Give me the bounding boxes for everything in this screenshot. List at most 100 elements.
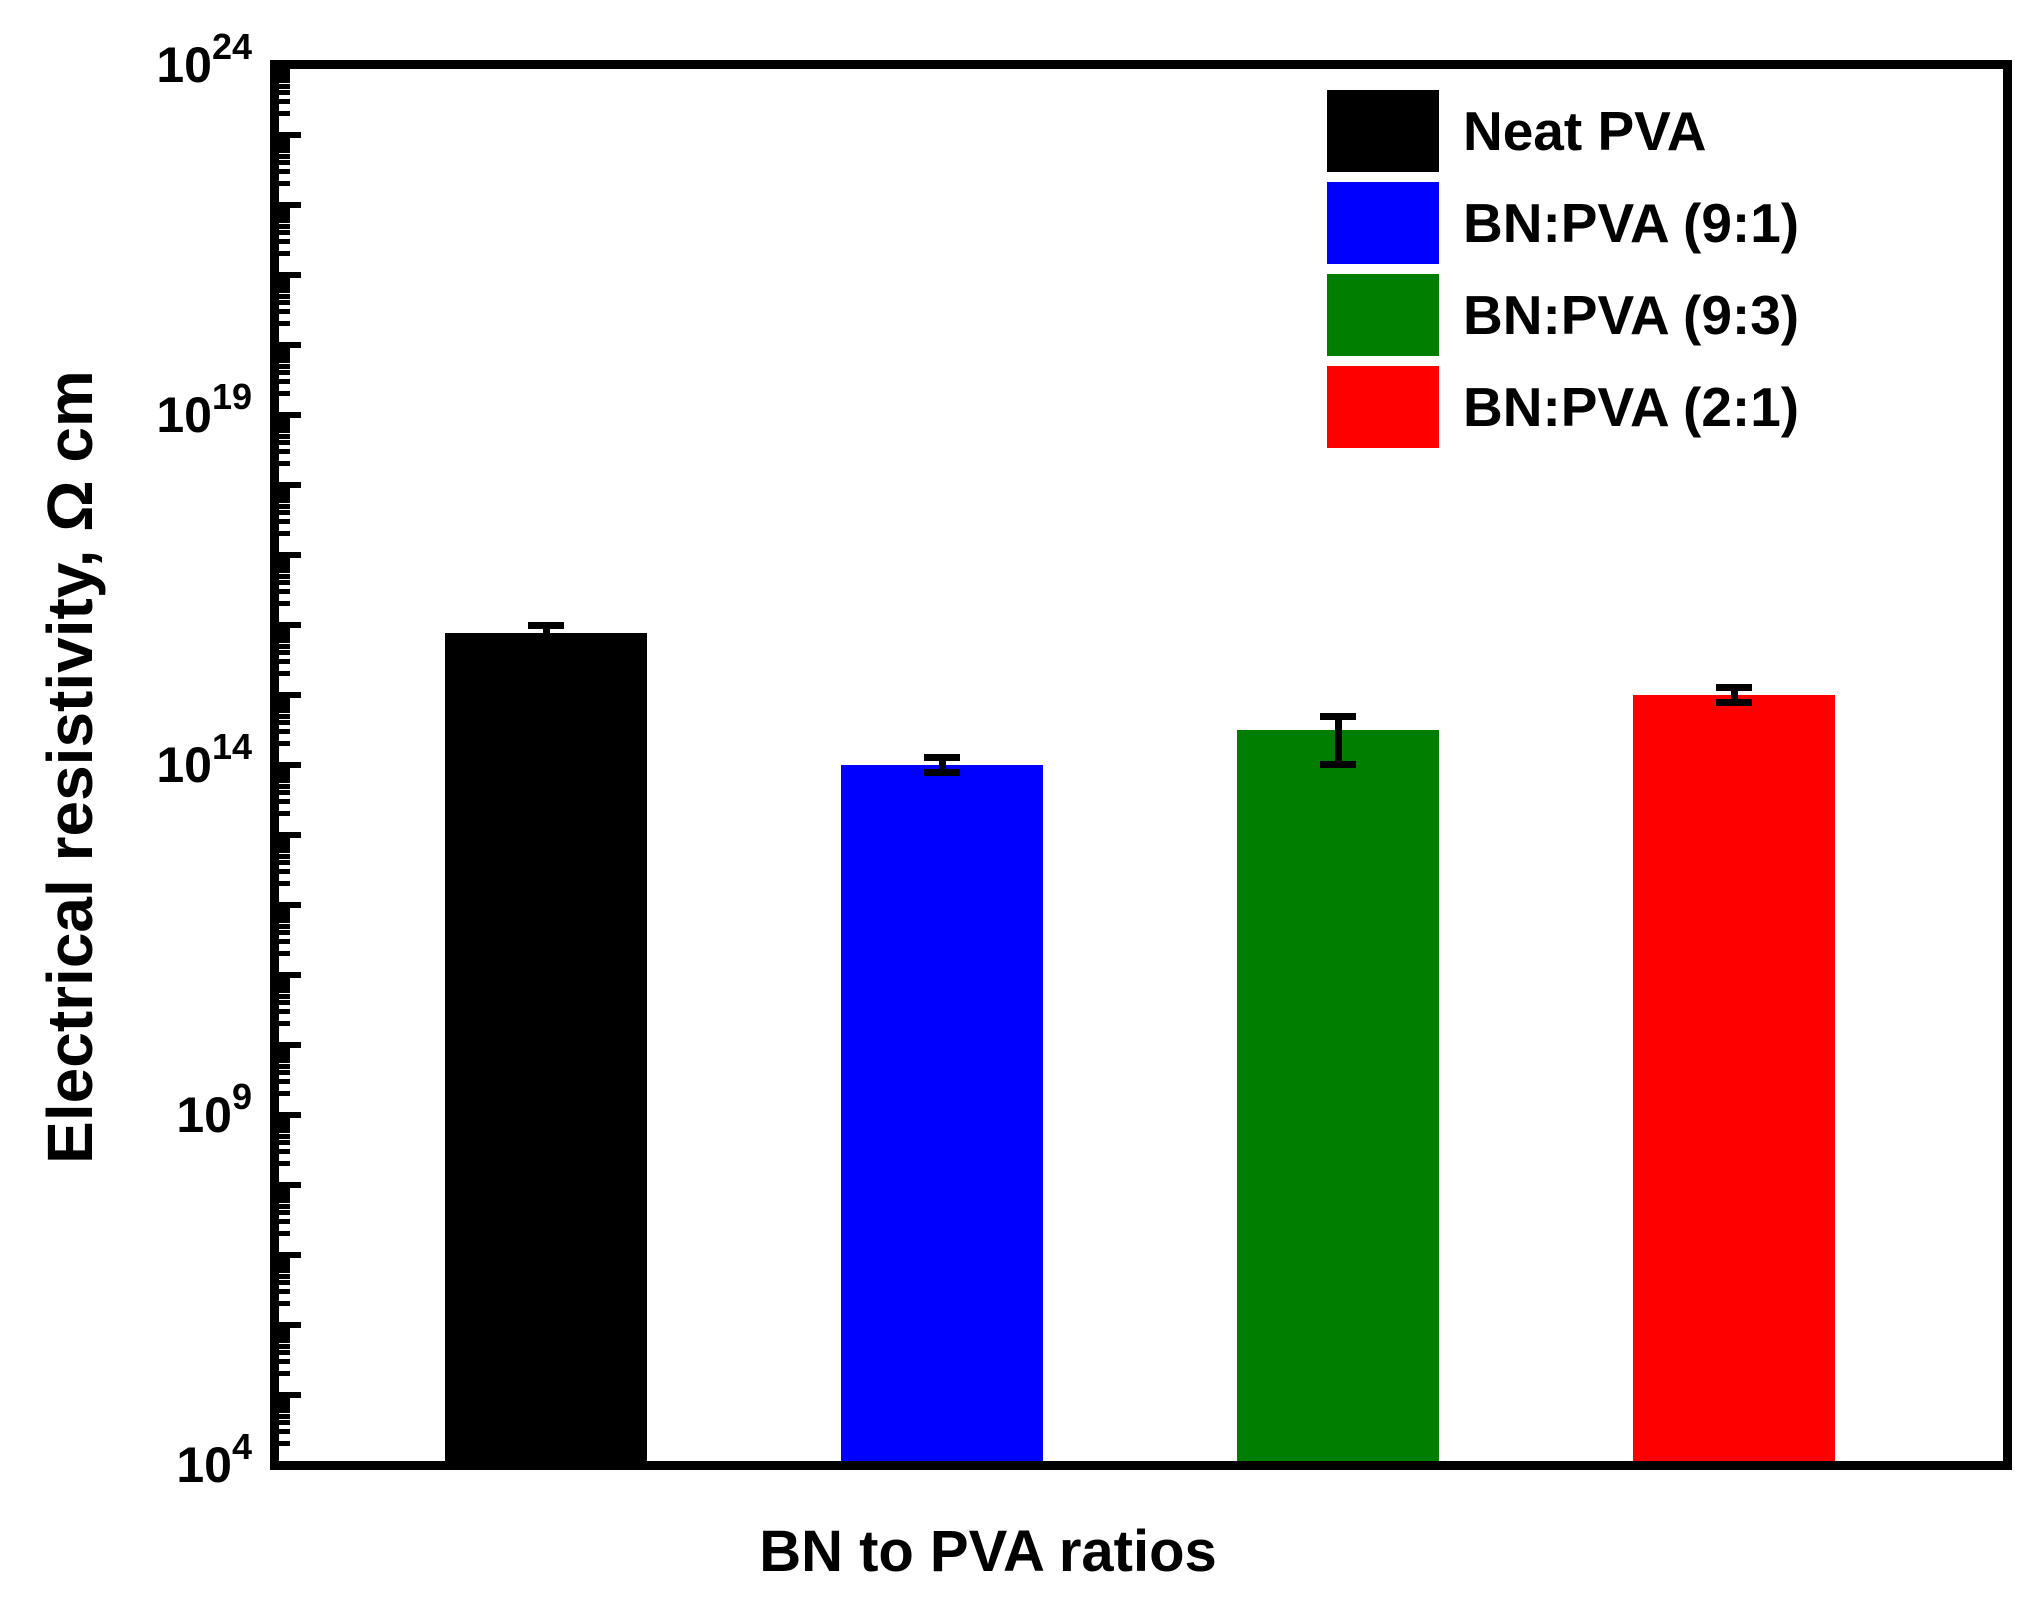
y-tick-label-base: 10 (156, 37, 212, 93)
bar-bn-pva-2-1 (1633, 695, 1835, 1468)
y-tick-minor-4e4 (279, 1420, 290, 1426)
y-tick-minor-4e17 (279, 510, 290, 516)
y-tick-major-1e22 (279, 202, 301, 208)
y-tick-minor-5e9 (279, 1063, 290, 1069)
y-tick-minor-9e18 (279, 415, 290, 421)
bar-bn-pva-9-3 (1237, 729, 1439, 1468)
bar-bn-pva-9-1 (841, 765, 1043, 1468)
y-tick-minor-6e23 (279, 78, 290, 84)
y-tick-minor-5e19 (279, 363, 290, 369)
y-tick-minor-5e15 (279, 643, 290, 649)
y-tick-minor-5e23 (279, 83, 290, 89)
y-tick-minor-7e15 (279, 633, 290, 639)
y-tick-minor-3e7 (279, 1219, 290, 1225)
y-tick-label-base: 10 (156, 387, 212, 443)
y-tick-minor-8e9 (279, 1049, 290, 1055)
y-tick-minor-4e18 (279, 440, 290, 446)
y-tick-minor-5e20 (279, 293, 290, 299)
y-tick-major-1e18 (279, 482, 301, 488)
y-tick-minor-3e20 (279, 309, 290, 315)
y-tick-label-base: 10 (156, 737, 212, 793)
y-tick-minor-8e6 (279, 1259, 290, 1265)
y-tick-label-exponent: 24 (211, 26, 252, 67)
y-tick-minor-7e5 (279, 1333, 290, 1339)
y-tick-minor-4e15 (279, 650, 290, 656)
y-tick-minor-5e7 (279, 1203, 290, 1209)
y-tick-minor-9e9 (279, 1045, 290, 1051)
y-tick-minor-8e12 (279, 839, 290, 845)
y-tick-minor-4e10 (279, 1000, 290, 1006)
error-cap-low-bn-pva-2-1 (1716, 698, 1752, 706)
y-tick-minor-9e13 (279, 765, 290, 771)
y-tick-minor-2e7 (279, 1231, 290, 1237)
y-tick-label-1e24: 10 24 (30, 25, 252, 105)
y-tick-minor-6e13 (279, 778, 290, 784)
y-tick-minor-3e5 (279, 1359, 290, 1365)
legend-label-bn-pva-9-1: BN:PVA (9:1) (1463, 192, 1800, 254)
legend-swatch-neat-pva (1327, 90, 1439, 172)
y-tick-minor-5e6 (279, 1273, 290, 1279)
y-tick-minor-7e17 (279, 493, 290, 499)
y-tick-minor-7e21 (279, 213, 290, 219)
y-tick-label-base: 10 (176, 1087, 232, 1143)
y-tick-minor-9e23 (279, 65, 290, 71)
y-tick-minor-4e5 (279, 1350, 290, 1356)
y-tick-minor-4e6 (279, 1280, 290, 1286)
legend-row-bn-pva-9-3: BN:PVA (9:3) (1327, 274, 1799, 356)
y-tick-major-1e9 (279, 1112, 301, 1118)
error-cap-low-neat-pva (528, 637, 564, 645)
y-tick-minor-2e4 (279, 1441, 290, 1447)
y-tick-minor-6e16 (279, 568, 290, 574)
y-tick-minor-2e20 (279, 321, 290, 327)
y-tick-label-1e4: 10 4 (30, 1425, 252, 1505)
y-tick-major-1e6 (279, 1322, 301, 1328)
y-tick-minor-9e20 (279, 275, 290, 281)
y-tick-minor-4e14 (279, 720, 290, 726)
y-tick-minor-5e13 (279, 783, 290, 789)
error-cap-high-bn-pva-9-1 (924, 753, 960, 761)
y-tick-minor-3e6 (279, 1289, 290, 1295)
y-tick-minor-7e10 (279, 983, 290, 989)
y-tick-minor-3e19 (279, 379, 290, 385)
legend-label-neat-pva: Neat PVA (1463, 100, 1707, 162)
y-tick-major-1e21 (279, 272, 301, 278)
y-tick-minor-2e13 (279, 811, 290, 817)
y-tick-minor-9e15 (279, 625, 290, 631)
legend-row-neat-pva: Neat PVA (1327, 90, 1707, 172)
y-tick-minor-5e12 (279, 853, 290, 859)
y-tick-minor-2e18 (279, 461, 290, 467)
y-tick-minor-3e10 (279, 1009, 290, 1015)
y-tick-minor-3e23 (279, 99, 290, 105)
y-tick-minor-9e8 (279, 1115, 290, 1121)
y-tick-minor-4e8 (279, 1140, 290, 1146)
y-tick-minor-7e4 (279, 1403, 290, 1409)
error-bar-neat-pva (542, 625, 550, 642)
y-tick-minor-2e9 (279, 1091, 290, 1097)
y-tick-minor-6e11 (279, 918, 290, 924)
y-tick-minor-5e10 (279, 993, 290, 999)
y-tick-minor-3e11 (279, 939, 290, 945)
y-tick-major-1e13 (279, 832, 301, 838)
y-tick-minor-6e12 (279, 848, 290, 854)
y-tick-minor-4e16 (279, 580, 290, 586)
error-cap-low-bn-pva-9-3 (1320, 760, 1356, 768)
y-tick-minor-3e15 (279, 659, 290, 665)
y-tick-minor-8e4 (279, 1399, 290, 1405)
legend-swatch-bn-pva-9-1 (1327, 182, 1439, 264)
y-tick-major-1e11 (279, 972, 301, 978)
y-tick-minor-9e22 (279, 135, 290, 141)
legend-swatch-bn-pva-2-1 (1327, 366, 1439, 448)
y-tick-minor-8e23 (279, 69, 290, 75)
y-tick-minor-5e18 (279, 433, 290, 439)
y-tick-minor-7e9 (279, 1053, 290, 1059)
y-tick-minor-6e8 (279, 1128, 290, 1134)
y-tick-label-exponent: 4 (231, 1426, 252, 1467)
y-tick-minor-3e13 (279, 799, 290, 805)
y-tick-major-1e10 (279, 1042, 301, 1048)
y-tick-minor-6e21 (279, 218, 290, 224)
y-tick-label-exponent: 9 (231, 1076, 252, 1117)
y-tick-minor-5e17 (279, 503, 290, 509)
y-tick-minor-8e21 (279, 209, 290, 215)
y-tick-minor-8e18 (279, 419, 290, 425)
y-tick-major-1e14 (279, 762, 301, 768)
